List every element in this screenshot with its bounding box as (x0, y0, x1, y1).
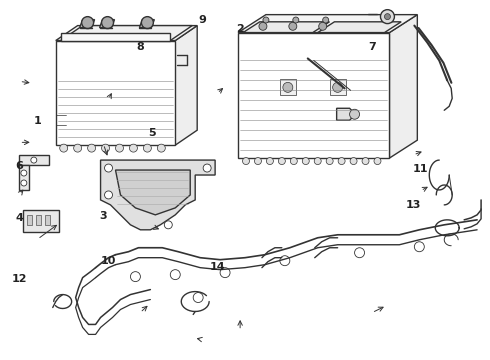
Polygon shape (140, 20, 154, 28)
Text: 8: 8 (136, 42, 144, 52)
Circle shape (349, 109, 360, 119)
Circle shape (263, 17, 269, 23)
Circle shape (88, 144, 96, 152)
Polygon shape (390, 15, 417, 158)
Circle shape (318, 22, 327, 30)
Circle shape (267, 158, 273, 165)
Text: 1: 1 (34, 116, 42, 126)
Circle shape (338, 158, 345, 165)
Polygon shape (61, 26, 192, 41)
Circle shape (31, 157, 37, 163)
Polygon shape (116, 170, 190, 215)
Bar (36, 215, 41, 225)
Polygon shape (243, 22, 329, 32)
Text: 10: 10 (100, 256, 116, 266)
Circle shape (385, 14, 391, 20)
Circle shape (302, 158, 309, 165)
Circle shape (293, 17, 299, 23)
Circle shape (326, 158, 333, 165)
Bar (19, 155, 49, 165)
Circle shape (142, 17, 153, 28)
Circle shape (171, 270, 180, 280)
Circle shape (101, 17, 114, 28)
Circle shape (21, 180, 27, 186)
Circle shape (314, 158, 321, 165)
Text: 11: 11 (413, 164, 428, 174)
Circle shape (21, 170, 27, 176)
Bar (61, 32, 171, 41)
Bar (23, 210, 59, 232)
Circle shape (104, 191, 113, 199)
Circle shape (193, 293, 203, 302)
Circle shape (280, 256, 290, 266)
Circle shape (350, 158, 357, 165)
Circle shape (130, 272, 141, 282)
Polygon shape (99, 20, 115, 28)
Bar (238, 32, 390, 158)
Circle shape (290, 158, 297, 165)
Circle shape (380, 10, 394, 24)
Polygon shape (175, 26, 197, 145)
Text: 13: 13 (406, 200, 421, 210)
Text: 5: 5 (148, 129, 156, 138)
Circle shape (259, 22, 267, 30)
Circle shape (116, 144, 123, 152)
Text: 2: 2 (236, 24, 244, 35)
Polygon shape (56, 26, 197, 41)
Circle shape (374, 158, 381, 165)
Bar (330, 80, 345, 95)
Circle shape (60, 144, 68, 152)
Circle shape (289, 22, 297, 30)
Polygon shape (318, 22, 401, 32)
Polygon shape (337, 108, 356, 120)
Circle shape (74, 144, 82, 152)
Text: 4: 4 (16, 213, 24, 222)
Text: 9: 9 (198, 15, 206, 26)
Circle shape (164, 221, 172, 229)
Circle shape (220, 268, 230, 278)
Text: 7: 7 (368, 42, 376, 52)
Circle shape (278, 158, 285, 165)
Bar (56, 41, 175, 145)
Circle shape (243, 158, 249, 165)
Bar (19, 165, 29, 190)
Text: 3: 3 (99, 211, 107, 221)
Bar (280, 80, 296, 95)
Circle shape (323, 17, 329, 23)
Circle shape (129, 144, 137, 152)
Circle shape (362, 158, 369, 165)
Text: 14: 14 (209, 262, 225, 272)
Circle shape (82, 17, 94, 28)
Circle shape (415, 242, 424, 252)
Circle shape (101, 144, 110, 152)
Polygon shape (238, 15, 417, 32)
Circle shape (254, 158, 262, 165)
Text: 12: 12 (12, 274, 27, 284)
Polygon shape (80, 20, 95, 28)
Circle shape (333, 82, 343, 92)
Circle shape (283, 82, 293, 92)
Bar (27, 215, 32, 225)
Circle shape (144, 144, 151, 152)
Bar (45, 215, 50, 225)
Circle shape (157, 144, 165, 152)
Circle shape (355, 248, 365, 258)
Polygon shape (100, 160, 215, 230)
Circle shape (203, 164, 211, 172)
Text: 6: 6 (16, 161, 24, 171)
Circle shape (104, 164, 113, 172)
